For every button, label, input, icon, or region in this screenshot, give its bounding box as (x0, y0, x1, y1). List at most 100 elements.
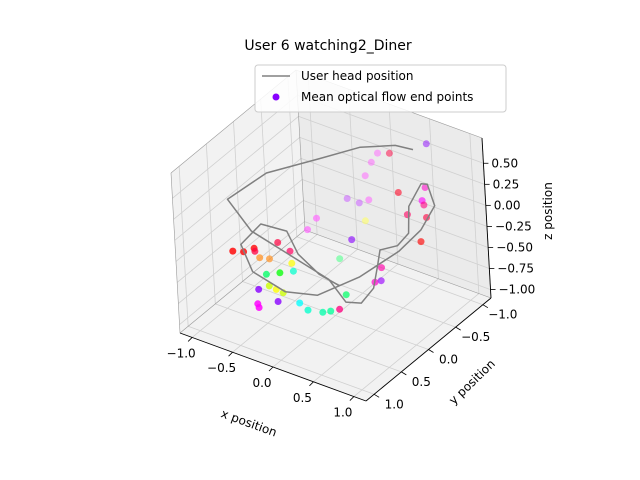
flow-end-point (394, 189, 402, 196)
y-tick-label: −1.0 (488, 308, 517, 322)
pane-edge (304, 229, 492, 299)
y-tick-mark (373, 393, 380, 398)
y-grid-line (242, 281, 429, 350)
y-grid-line (260, 99, 271, 260)
z-grid-line (174, 137, 301, 241)
tick-marks (187, 162, 496, 401)
y-tick-mark (455, 326, 461, 331)
flow-end-point (417, 238, 425, 246)
x-grid-line (429, 118, 439, 279)
flow-end-point (385, 149, 393, 157)
flow-end-point (342, 291, 350, 299)
flow-end-point (327, 307, 335, 315)
x-tick-mark (228, 351, 233, 357)
flow-end-point (374, 149, 381, 157)
flow-end-point (422, 140, 430, 148)
flow-end-point (229, 247, 237, 255)
z-grid-line (304, 221, 491, 290)
flow-end-point (256, 254, 264, 262)
flow-end-point (286, 247, 294, 255)
z-grid-line (298, 115, 485, 185)
flow-end-point (254, 300, 262, 308)
x-tick-label: 1.0 (333, 406, 352, 420)
legend-marker-swatch (272, 93, 280, 101)
x-axis-label: x position (219, 406, 279, 439)
x-tick-label: 0.5 (293, 391, 312, 405)
y-tick-label: 1.0 (385, 397, 404, 411)
flow-end-point (304, 226, 311, 234)
flow-points (229, 140, 430, 316)
flow-end-point (265, 282, 273, 290)
legend-frame (254, 64, 507, 113)
flow-end-point (343, 195, 351, 202)
z-tick-label: −0.25 (495, 219, 532, 233)
head-position-line (226, 144, 436, 304)
z-grid-line (303, 200, 490, 269)
z-grid-line (179, 221, 305, 325)
flow-end-point (304, 306, 312, 314)
legend-label-head-position: User head position (301, 69, 413, 83)
flow-end-point (361, 217, 369, 225)
z-grid-line (300, 158, 488, 227)
flow-end-point (262, 270, 270, 278)
y-grid-line (269, 258, 456, 328)
x-tick-label: −0.5 (207, 361, 236, 375)
y-tick-mark (482, 304, 489, 309)
flow-end-point (255, 285, 263, 293)
z-tick-label: −0.50 (496, 241, 533, 255)
axis-panes (171, 70, 491, 401)
flow-end-point (319, 308, 327, 316)
y-tick-label: 0.5 (412, 375, 431, 389)
flow-end-point (276, 269, 284, 277)
flow-end-point (361, 172, 369, 180)
legend: User head position Mean optical flow end… (254, 64, 507, 113)
chart-title: User 6 watching2_Diner (244, 38, 412, 54)
z-tick-label: 0.50 (491, 156, 518, 170)
flow-end-point (378, 264, 385, 272)
legend-label-flow-points: Mean optical flow end points (301, 90, 473, 104)
y-grid-line (188, 325, 375, 395)
flow-end-point (274, 239, 282, 246)
flow-end-point (348, 236, 356, 244)
flow-end-point (274, 298, 282, 305)
pane-edge (179, 229, 306, 334)
flow-end-point (266, 255, 273, 263)
x-tick-mark (187, 337, 193, 342)
z-tick-label: −1.00 (499, 283, 536, 297)
z-tick-label: −0.75 (497, 262, 534, 276)
z-grid-line (173, 116, 299, 220)
x-grid-line (388, 103, 399, 265)
y-tick-mark (401, 371, 407, 376)
flow-end-point (251, 247, 259, 255)
z-grid-line (176, 179, 303, 283)
flow-end-point (336, 255, 344, 263)
flow-end-point (296, 299, 304, 307)
y-grid-line (233, 121, 243, 282)
x-tick-mark (349, 396, 355, 401)
flow-end-point (289, 267, 297, 275)
z-axis-line (481, 137, 492, 299)
head-path (226, 144, 436, 304)
z-grid-line (175, 158, 302, 262)
y-grid-line (205, 143, 216, 304)
z-tick-label: 0.25 (493, 177, 520, 191)
y-grid-line (178, 166, 189, 327)
x-tick-mark (309, 381, 314, 387)
flow-end-point (336, 305, 344, 313)
flow-end-point (367, 158, 375, 166)
y-grid-line (215, 303, 402, 373)
x-tick-mark (268, 366, 274, 372)
z-grid-line (302, 179, 489, 248)
flow-end-point (377, 277, 385, 285)
flow-end-point (421, 184, 429, 191)
x-tick-label: −1.0 (167, 346, 196, 360)
flow-end-point (288, 259, 296, 267)
flow-end-point (420, 201, 428, 209)
y-tick-mark (428, 349, 434, 353)
pane-edge (170, 172, 181, 334)
x-grid-line (469, 133, 480, 294)
flow-end-point (403, 211, 411, 219)
tick-labels: −1.0−0.50.00.51.0−1.0−0.50.00.51.0−1.00−… (167, 156, 536, 419)
